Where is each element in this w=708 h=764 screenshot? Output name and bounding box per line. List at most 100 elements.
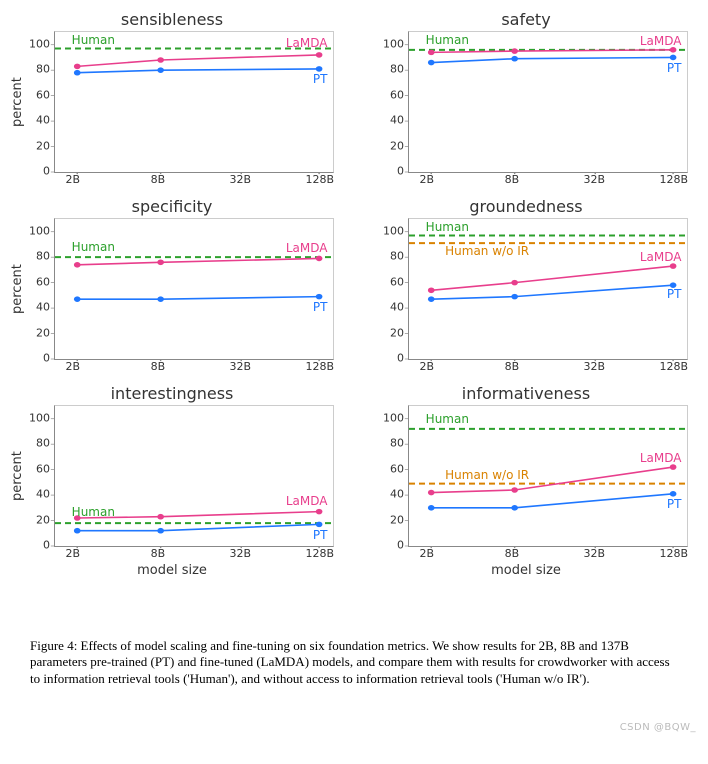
panel-title: interestingness [10, 384, 334, 403]
marker-pt [74, 70, 81, 76]
x-ticks: 2B8B32B128B [50, 360, 334, 374]
annotation-human: Human [426, 412, 469, 426]
x-ticks: 2B8B32B128B [404, 360, 688, 374]
watermark-text: CSDN @BQW_ [620, 722, 696, 733]
plot-area: Human LaMDA PT [408, 31, 688, 173]
marker-pt [74, 296, 81, 302]
series-lamda [431, 50, 673, 53]
marker-lamda [511, 48, 518, 54]
annotation-lamda: LaMDA [640, 250, 682, 264]
x-axis-label: model size [364, 563, 688, 578]
annotation-human_wo_ir: Human w/o IR [445, 244, 529, 258]
annotation-human_wo_ir: Human w/o IR [445, 468, 529, 482]
marker-pt [157, 296, 164, 302]
annotation-pt: PT [313, 528, 328, 542]
series-pt [431, 57, 673, 62]
plot-area: Human LaMDA PT [54, 405, 334, 547]
panel-informativeness: informativeness 100806040200 Human Human w… [364, 384, 688, 578]
x-ticks: 2B8B32B128B [50, 173, 334, 187]
marker-pt [428, 60, 435, 66]
marker-pt [670, 491, 677, 497]
y-axis-label [364, 218, 380, 360]
marker-pt [316, 522, 323, 528]
x-ticks: 2B8B32B128B [404, 173, 688, 187]
plot-area: Human Human w/o IR LaMDA PT [408, 405, 688, 547]
marker-pt [157, 67, 164, 73]
series-lamda [77, 258, 319, 264]
y-ticks: 100806040200 [380, 218, 408, 358]
annotation-lamda: LaMDA [286, 36, 328, 50]
marker-pt [428, 296, 435, 302]
marker-lamda [157, 259, 164, 265]
series-pt [77, 69, 319, 73]
annotation-lamda: LaMDA [286, 494, 328, 508]
annotation-human: Human [72, 33, 115, 47]
annotation-human: Human [72, 505, 115, 519]
panel-title: specificity [10, 197, 334, 216]
y-ticks: 100806040200 [26, 405, 54, 545]
marker-pt [157, 528, 164, 534]
plot-area: Human Human w/o IR LaMDA PT [408, 218, 688, 360]
y-axis-label: percent [10, 31, 26, 173]
annotation-lamda: LaMDA [640, 34, 682, 48]
plot-area: Human LaMDA PT [54, 31, 334, 173]
annotation-lamda: LaMDA [640, 451, 682, 465]
y-axis-label [364, 405, 380, 547]
annotation-pt: PT [667, 497, 682, 511]
marker-lamda [511, 487, 518, 493]
marker-lamda [511, 280, 518, 286]
y-ticks: 100806040200 [380, 31, 408, 171]
panel-title: informativeness [364, 384, 688, 403]
marker-pt [670, 55, 677, 61]
marker-lamda [316, 52, 323, 58]
x-ticks: 2B8B32B128B [50, 547, 334, 561]
marker-lamda [428, 490, 435, 496]
y-axis-label [364, 31, 380, 173]
annotation-human: Human [426, 220, 469, 234]
marker-pt [74, 528, 81, 534]
marker-pt [511, 294, 518, 300]
marker-lamda [157, 57, 164, 63]
marker-pt [511, 505, 518, 511]
annotation-pt: PT [313, 300, 328, 314]
panel-sensibleness: sensibleness percent100806040200 Human LaMD… [10, 10, 334, 187]
annotation-human: Human [72, 240, 115, 254]
panel-specificity: specificity percent100806040200 Human LaMDA… [10, 197, 334, 374]
panel-title: groundedness [364, 197, 688, 216]
marker-lamda [428, 287, 435, 293]
y-axis-label: percent [10, 405, 26, 547]
marker-lamda [157, 514, 164, 520]
annotation-lamda: LaMDA [286, 241, 328, 255]
marker-lamda [428, 50, 435, 56]
marker-lamda [316, 509, 323, 515]
annotation-pt: PT [313, 72, 328, 86]
series-pt [77, 297, 319, 300]
y-ticks: 100806040200 [26, 218, 54, 358]
y-ticks: 100806040200 [380, 405, 408, 545]
panel-title: sensibleness [10, 10, 334, 29]
marker-pt [511, 56, 518, 62]
x-ticks: 2B8B32B128B [404, 547, 688, 561]
marker-pt [316, 66, 323, 72]
marker-pt [428, 505, 435, 511]
series-lamda [77, 55, 319, 66]
plot-area: Human LaMDA PT [54, 218, 334, 360]
figure-caption: Figure 4: Effects of model scaling and f… [0, 578, 708, 697]
annotation-pt: PT [667, 287, 682, 301]
y-axis-label: percent [10, 218, 26, 360]
series-pt [77, 524, 319, 530]
annotation-human: Human [426, 33, 469, 47]
panel-title: safety [364, 10, 688, 29]
panel-safety: safety 100806040200 Human LaMDA PT 2B8B32B12… [364, 10, 688, 187]
marker-lamda [74, 262, 81, 268]
annotation-pt: PT [667, 61, 682, 75]
panel-interestingness: interestingness percent100806040200 Human L… [10, 384, 334, 578]
x-axis-label: model size [10, 563, 334, 578]
series-pt [431, 494, 673, 508]
panel-groundedness: groundedness 100806040200 Human Human w/o … [364, 197, 688, 374]
marker-pt [316, 294, 323, 300]
series-lamda [431, 266, 673, 290]
y-ticks: 100806040200 [26, 31, 54, 171]
marker-lamda [316, 256, 323, 262]
marker-lamda [74, 64, 81, 70]
